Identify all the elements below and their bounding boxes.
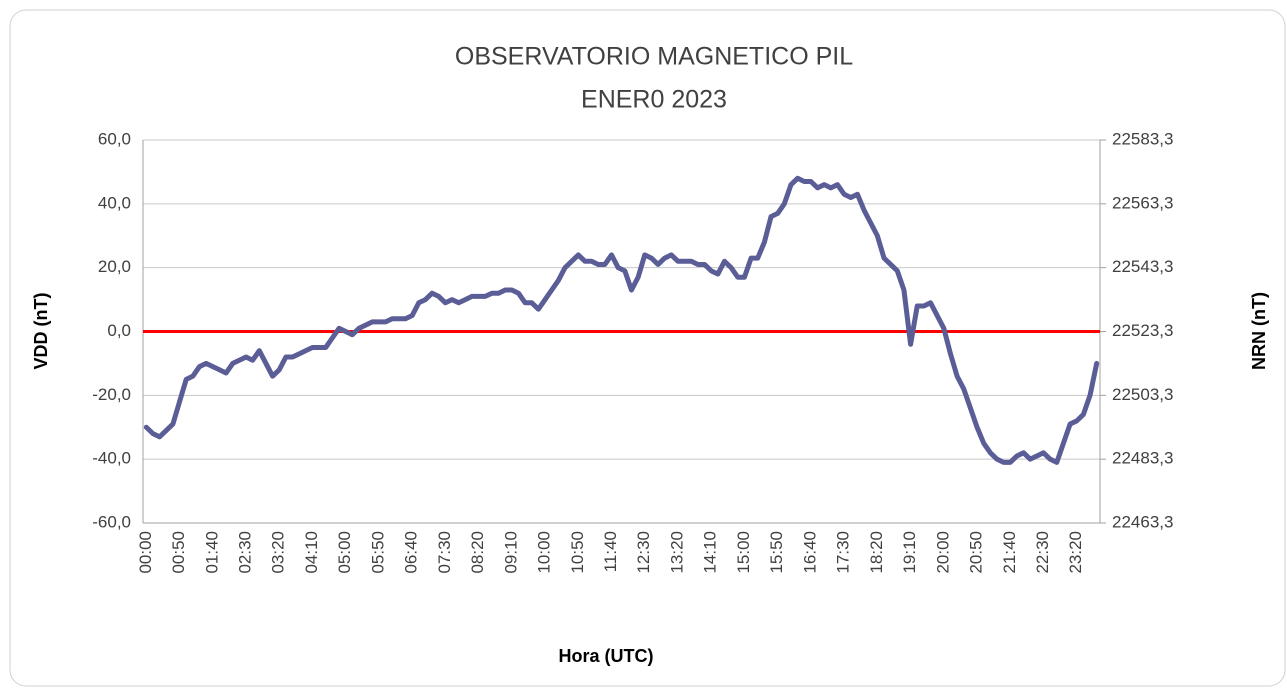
x-tick-label: 00:50 xyxy=(169,531,188,574)
x-tick-label: 02:30 xyxy=(235,531,254,574)
chart-subtitle: ENER0 2023 xyxy=(581,86,727,114)
y2-tick-label: 22563,3 xyxy=(1112,193,1173,212)
y-tick-label: -20,0 xyxy=(92,385,131,404)
y-tick-label: -60,0 xyxy=(92,512,131,531)
x-tick-label: 03:20 xyxy=(269,531,288,574)
y-tick-label: 40,0 xyxy=(98,193,131,212)
x-tick-label: 11:40 xyxy=(601,531,620,572)
x-tick-label: 04:10 xyxy=(302,531,321,574)
chart-frame xyxy=(9,9,1286,687)
x-tick-label: 13:20 xyxy=(667,531,686,574)
x-tick-label: 20:50 xyxy=(967,531,986,574)
x-tick-label: 10:50 xyxy=(568,531,587,574)
data-line xyxy=(143,175,1100,465)
x-tick-label: 06:40 xyxy=(402,531,421,574)
y2-tick-label: 22583,3 xyxy=(1112,129,1173,148)
x-tick-label: 15:00 xyxy=(734,531,753,574)
x-tick-label: 18:20 xyxy=(867,531,886,574)
x-tick-label: 23:20 xyxy=(1066,531,1085,574)
x-tick-label: 21:40 xyxy=(1000,531,1019,574)
y-tick-label: -40,0 xyxy=(92,449,131,468)
y2-tick-label: 22463,3 xyxy=(1112,512,1173,531)
x-tick-label: 09:10 xyxy=(501,531,520,574)
y2-tick-label: 22483,3 xyxy=(1112,449,1173,468)
x-tick-label: 01:40 xyxy=(202,531,221,574)
chart-title: OBSERVATORIO MAGNETICO PIL xyxy=(455,43,853,71)
x-tick-label: 08:20 xyxy=(468,531,487,574)
x-tick-label: 16:40 xyxy=(800,531,819,574)
x-tick-label: 17:30 xyxy=(834,531,853,574)
x-axis-title: Hora (UTC) xyxy=(559,646,654,666)
x-tick-label: 05:50 xyxy=(368,531,387,574)
x-tick-label: 10:00 xyxy=(535,531,554,574)
x-tick-label: 14:10 xyxy=(701,531,720,574)
y2-tick-label: 22543,3 xyxy=(1112,257,1173,276)
x-tick-label: 05:00 xyxy=(335,531,354,574)
y-tick-label: 60,0 xyxy=(98,129,131,148)
y-tick-label: 20,0 xyxy=(98,257,131,276)
x-tick-label: 19:10 xyxy=(900,531,919,574)
x-tick-label: 20:00 xyxy=(933,531,952,574)
y-axis-title: VDD (nT) xyxy=(31,293,51,370)
x-tick-label: 22:30 xyxy=(1033,531,1052,574)
y-tick-label: 0,0 xyxy=(107,321,131,340)
x-tick-label: 07:30 xyxy=(435,531,454,574)
y2-axis-title: NRN (nT) xyxy=(1249,292,1269,370)
x-tick-label: 12:30 xyxy=(634,531,653,574)
y2-tick-label: 22503,3 xyxy=(1112,385,1173,404)
x-tick-label: 15:50 xyxy=(767,531,786,574)
y2-tick-label: 22523,3 xyxy=(1112,321,1173,340)
x-tick-label: 00:00 xyxy=(136,531,155,574)
